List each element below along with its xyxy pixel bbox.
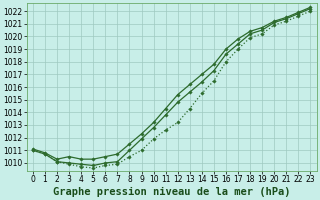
X-axis label: Graphe pression niveau de la mer (hPa): Graphe pression niveau de la mer (hPa) [53,186,291,197]
